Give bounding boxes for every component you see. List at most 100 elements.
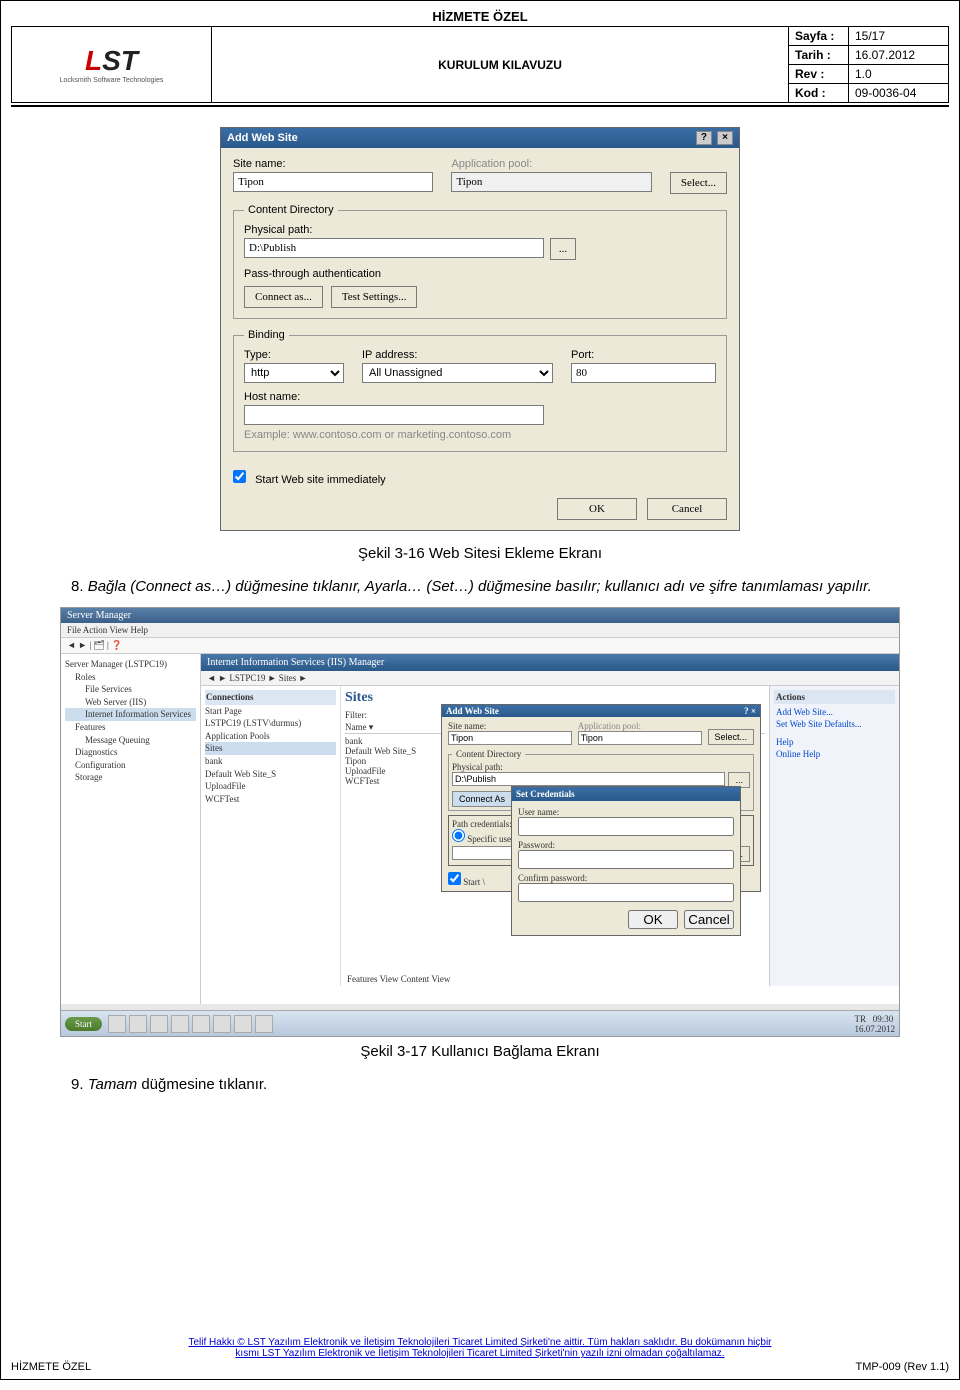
footer-copy2: kısmı LST Yazılım Elektronik ve İletişim…	[235, 1348, 724, 1359]
meta-sayfa: 15/17	[849, 27, 949, 46]
host-label: Host name:	[244, 391, 716, 403]
action-online-help[interactable]: Online Help	[774, 748, 895, 760]
site-name-input[interactable]	[233, 172, 433, 192]
figure-caption-316: Şekil 3-16 Web Sitesi Ekleme Ekranı	[11, 545, 949, 562]
site-name-label: Site name:	[233, 158, 433, 170]
start-button[interactable]: Start	[65, 1017, 102, 1031]
tray-clock: 09:30	[873, 1014, 894, 1024]
cred-user-input[interactable]	[518, 817, 734, 836]
action-add-website[interactable]: Add Web Site...	[774, 706, 895, 718]
sm-toolbar: ◄ ► | 🗂 | ❓	[61, 638, 899, 654]
tree-web-server[interactable]: Web Server (IIS)	[65, 696, 196, 709]
footer-copy1: Telif Hakkı © LST Yazılım Elektronik ve …	[188, 1337, 771, 1348]
conn-apppools[interactable]: Application Pools	[205, 730, 336, 743]
sites-pane: Sites Filter: Name ▾ bank Default Web Si…	[341, 686, 769, 986]
tree-storage[interactable]: Storage	[65, 771, 196, 784]
action-defaults[interactable]: Set Web Site Defaults...	[774, 718, 895, 730]
action-help[interactable]: Help	[774, 736, 895, 748]
ok-button[interactable]: OK	[557, 498, 637, 520]
logo: LST	[85, 45, 138, 76]
ip-label: IP address:	[362, 349, 553, 361]
sm-menu: File Action View Help	[61, 623, 899, 638]
browse-path-button[interactable]: ...	[550, 238, 576, 260]
select-app-pool-button[interactable]: Select...	[670, 172, 727, 194]
tree-file-services[interactable]: File Services	[65, 683, 196, 696]
ip-select[interactable]: All Unassigned	[362, 363, 553, 383]
tree-root[interactable]: Server Manager (LSTPC19)	[65, 658, 196, 671]
actions-head: Actions	[774, 690, 895, 704]
inner-start-label: Start \	[463, 877, 485, 887]
connections-pane: Connections Start Page LSTPC19 (LSTV\dur…	[201, 686, 341, 986]
footer-left: HİZMETE ÖZEL	[11, 1361, 91, 1373]
specific-user-radio[interactable]	[452, 829, 465, 842]
titlebar-buttons: ? ×	[694, 131, 733, 145]
app-pool-input	[451, 172, 651, 192]
logo-part-l: L	[85, 45, 102, 76]
server-manager-screenshot: Server Manager File Action View Help ◄ ►…	[60, 607, 900, 1037]
inner-start-checkbox[interactable]	[448, 872, 461, 885]
port-input[interactable]	[571, 363, 716, 383]
conn-bank[interactable]: bank	[205, 755, 336, 768]
inner-sitename-input[interactable]	[448, 731, 572, 745]
taskbar-icon[interactable]	[108, 1015, 126, 1033]
type-label: Type:	[244, 349, 344, 361]
cred-confirm-input[interactable]	[518, 883, 734, 902]
cred-ok-button[interactable]: OK	[628, 910, 678, 929]
start-immediately-checkbox[interactable]	[233, 470, 246, 483]
help-icon[interactable]: ?	[696, 131, 712, 145]
conn-host[interactable]: LSTPC19 (LSTV\durmus)	[205, 717, 336, 730]
host-input[interactable]	[244, 405, 544, 425]
iis-titlebar: Internet Information Services (IIS) Mana…	[201, 654, 899, 671]
specific-user-label: Specific user:	[467, 834, 516, 844]
cancel-button[interactable]: Cancel	[647, 498, 727, 520]
taskbar-icon[interactable]	[255, 1015, 273, 1033]
inner-pp-label: Physical path:	[452, 762, 750, 772]
taskbar: Start TR 09:30 16.07.2012	[61, 1010, 899, 1036]
cred-title: Set Credentials	[512, 787, 740, 801]
tree-msgq[interactable]: Message Queuing	[65, 734, 196, 747]
step-9-rest: düğmesine tıklanır.	[137, 1076, 267, 1093]
cred-cancel-button[interactable]: Cancel	[684, 910, 734, 929]
content-directory-legend: Content Directory	[244, 204, 338, 216]
taskbar-icon[interactable]	[129, 1015, 147, 1033]
iis-tabs[interactable]: Features View Content View	[347, 974, 450, 984]
tree-diag[interactable]: Diagnostics	[65, 746, 196, 759]
start-immediately-label[interactable]: Start Web site immediately	[233, 474, 386, 486]
taskbar-icon[interactable]	[171, 1015, 189, 1033]
step-8-number: 8.	[71, 578, 84, 595]
taskbar-icon[interactable]	[150, 1015, 168, 1033]
app-pool-label: Application pool:	[451, 158, 651, 170]
taskbar-icon[interactable]	[234, 1015, 252, 1033]
connect-as-button[interactable]: Connect as...	[244, 286, 323, 308]
taskbar-icon[interactable]	[213, 1015, 231, 1033]
conn-upload[interactable]: UploadFile	[205, 780, 336, 793]
tree-iis[interactable]: Internet Information Services	[65, 708, 196, 721]
logo-cell: LST Locksmith Software Technologies	[12, 27, 212, 103]
inner-dlg-title: Add Web Site	[446, 706, 499, 716]
start-immediately-text: Start Web site immediately	[255, 474, 386, 486]
inner-cd-legend: Content Directory	[452, 749, 525, 759]
taskbar-icon[interactable]	[192, 1015, 210, 1033]
physical-path-input[interactable]	[244, 238, 544, 258]
tree-roles[interactable]: Roles	[65, 671, 196, 684]
meta-tarih: 16.07.2012	[849, 46, 949, 65]
inner-select-button[interactable]: Select...	[708, 729, 755, 745]
conn-default[interactable]: Default Web Site_S	[205, 768, 336, 781]
close-icon[interactable]: ×	[717, 131, 733, 145]
test-settings-button[interactable]: Test Settings...	[331, 286, 418, 308]
tree-config[interactable]: Configuration	[65, 759, 196, 772]
inner-connect-as-button[interactable]: Connect As	[452, 791, 512, 807]
tray-lang: TR	[855, 1014, 867, 1024]
inner-pp-input[interactable]	[452, 772, 725, 786]
type-select[interactable]: http	[244, 363, 344, 383]
logo-subtitle: Locksmith Software Technologies	[18, 77, 205, 84]
conn-wcf[interactable]: WCFTest	[205, 793, 336, 806]
cred-pass-input[interactable]	[518, 850, 734, 869]
port-label: Port:	[571, 349, 716, 361]
inner-close-icon[interactable]: ? ×	[744, 706, 756, 716]
dialog-title: Add Web Site	[227, 132, 298, 144]
tree-features[interactable]: Features	[65, 721, 196, 734]
conn-start[interactable]: Start Page	[205, 705, 336, 718]
step-8: 8. Bağla (Connect as…) düğmesine tıklanı…	[71, 576, 889, 597]
conn-sites[interactable]: Sites	[205, 742, 336, 755]
